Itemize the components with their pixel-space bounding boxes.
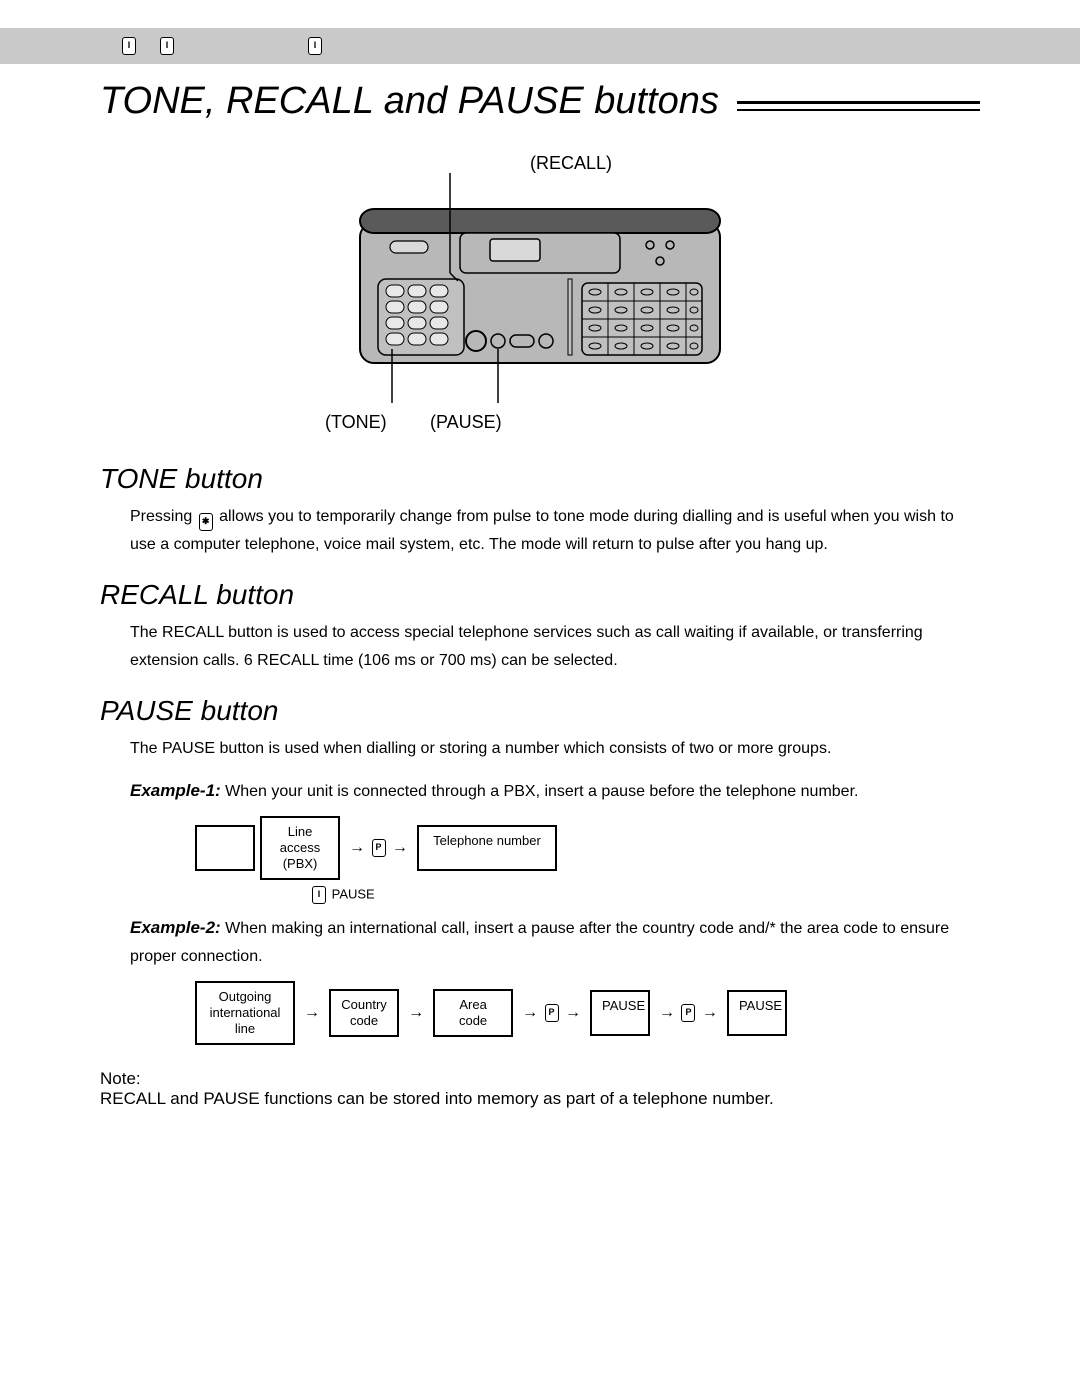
ex2-box-pause: PAUSE <box>727 990 787 1036</box>
ex2-box-intl: Outgoinginternationalline <box>195 981 295 1045</box>
example1-diagram: Line access(PBX) → P → Telephone number … <box>130 816 1080 904</box>
arrow-icon: → <box>404 1004 428 1022</box>
header-glyph: I <box>122 37 136 55</box>
recall-callout-label: (RECALL) <box>530 153 612 174</box>
header-bar: I I I <box>0 28 1080 64</box>
page-title: TONE, RECALL and PAUSE buttons <box>100 80 737 123</box>
arrow-icon: → P → <box>345 839 412 857</box>
ex1-pause-caption: I PAUSE <box>310 886 1080 904</box>
pause-heading: PAUSE button <box>100 695 1080 727</box>
ex1-box-phone: Telephone number <box>417 825 557 871</box>
header-glyph: I <box>308 37 322 55</box>
example1-label: Example-1: <box>130 781 221 800</box>
pause-callout-label: (PAUSE) <box>430 412 502 433</box>
ex2-box-area: Area code <box>433 989 513 1037</box>
tone-callout-label: (TONE) <box>325 412 387 433</box>
pause-body: The PAUSE button is used when dialling o… <box>130 735 980 763</box>
title-rule <box>737 101 980 111</box>
fax-device-svg <box>350 153 730 433</box>
header-glyph: I <box>160 37 174 55</box>
ex2-box-country: Countrycode <box>329 989 399 1037</box>
star-key-icon: ✱ <box>199 513 213 531</box>
ex1-box-lineaccess: Line access(PBX) <box>260 816 340 880</box>
tone-heading: TONE button <box>100 463 1080 495</box>
example2-diagram: Outgoinginternationalline → Countrycode … <box>130 981 1080 1045</box>
ex1-box-blank <box>195 825 255 871</box>
recall-heading: RECALL button <box>100 579 1080 611</box>
example2-row: Example-2: When making an international … <box>130 914 980 971</box>
title-row: TONE, RECALL and PAUSE buttons <box>100 80 980 123</box>
example1-row: Example-1: When your unit is connected t… <box>130 777 980 806</box>
note-block: Note: RECALL and PAUSE functions can be … <box>100 1069 980 1109</box>
example2-label: Example-2: <box>130 918 221 937</box>
recall-body: The RECALL button is used to access spec… <box>130 619 980 675</box>
note-text: RECALL and PAUSE functions can be stored… <box>100 1089 774 1108</box>
device-diagram: (RECALL) <box>290 153 790 433</box>
arrow-icon: → P → <box>518 1004 585 1022</box>
arrow-icon: → P → <box>655 1004 722 1022</box>
note-label: Note: <box>100 1069 141 1088</box>
arrow-icon: → <box>300 1004 324 1022</box>
ex2-box-pause: PAUSE <box>590 990 650 1036</box>
tone-body: Pressing ✱ allows you to temporarily cha… <box>130 503 980 559</box>
